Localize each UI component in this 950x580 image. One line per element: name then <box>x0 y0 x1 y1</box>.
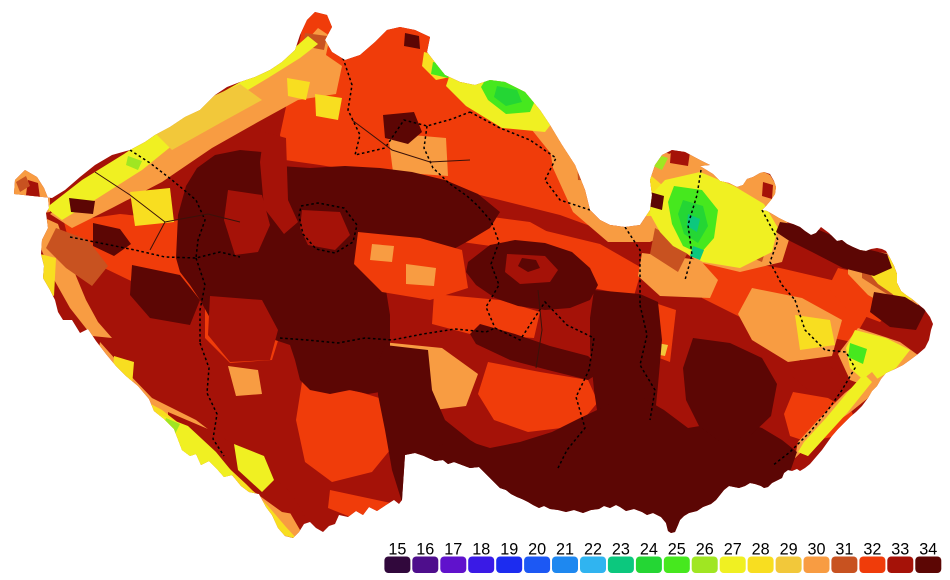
svg-text:26: 26 <box>696 541 714 559</box>
svg-text:21: 21 <box>556 541 574 559</box>
svg-text:15: 15 <box>388 541 406 559</box>
svg-text:29: 29 <box>780 541 798 559</box>
svg-text:18: 18 <box>472 541 490 559</box>
svg-text:23: 23 <box>612 541 630 559</box>
svg-text:24: 24 <box>640 541 658 559</box>
svg-text:22: 22 <box>584 541 602 559</box>
svg-text:28: 28 <box>752 541 770 559</box>
svg-text:16: 16 <box>416 541 434 559</box>
svg-text:20: 20 <box>528 541 546 559</box>
svg-text:30: 30 <box>807 541 825 559</box>
svg-text:31: 31 <box>835 541 853 559</box>
svg-text:27: 27 <box>724 541 742 559</box>
svg-text:33: 33 <box>891 541 909 559</box>
svg-text:17: 17 <box>444 541 462 559</box>
svg-text:32: 32 <box>863 541 881 559</box>
svg-text:25: 25 <box>668 541 686 559</box>
svg-text:34: 34 <box>919 541 937 559</box>
svg-text:19: 19 <box>500 541 518 559</box>
